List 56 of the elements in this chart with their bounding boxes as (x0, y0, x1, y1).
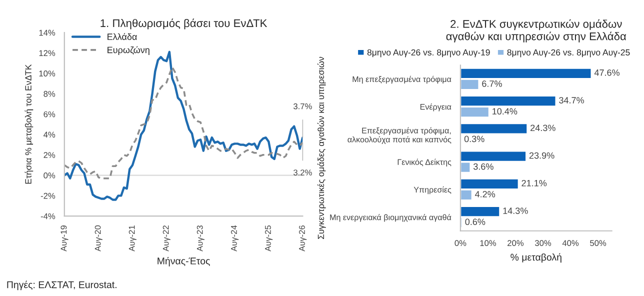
x-tick-label: 0% (454, 240, 466, 246)
data-label: 21.1% (522, 180, 547, 186)
data-label: 10.4% (492, 108, 518, 115)
y-tick-label: Μη επεξεργασμένα τρόφιμα (352, 76, 452, 84)
y-axis-title: Συγκεντρωτικές ομάδες αγαθών και υπηρεσιών (317, 56, 326, 239)
bar (460, 122, 528, 135)
x-tick-label: 30% (534, 240, 552, 246)
y-tick-label: 10% (39, 70, 56, 76)
legend-label: Ελλάδα (108, 33, 137, 40)
y-tick-label: -2% (40, 192, 56, 199)
x-tick-label: 10% (480, 240, 496, 246)
x-tick-label: Αυγ-22 (162, 226, 170, 252)
chart-title: 1. Πληθωρισμός βάσει του ΕνΔΤΚ (100, 18, 268, 30)
y-tick-label: -4% (40, 213, 56, 220)
legend-label: Ευρωζώνη (108, 46, 150, 55)
data-label: 6.7% (482, 80, 502, 87)
y-tick-label: Υπηρεσίες (414, 186, 452, 194)
y-tick-label: 12% (39, 50, 56, 56)
chart-title: 2. ΕνΔΤΚ συγκεντρωτικών ομάδων αγαθών και υπηρεσιών στην Ελλάδα (446, 19, 626, 42)
data-label: 3.6% (473, 163, 494, 170)
x-tick-label: Αυγ-25 (265, 225, 273, 252)
legend-label: 8μηνο Αυγ-26 vs. 8μηνο Αυγ-19 (367, 49, 490, 58)
text: Πηγές: ΕΛΣΤΑΤ, Eurostat. (7, 280, 116, 290)
y-tick-label: Μη ενεργειακά βιομηχανικά αγαθά (330, 214, 452, 222)
annotation: 3.2% (294, 170, 312, 176)
y-tick-label: Ενέργεια (420, 104, 452, 112)
x-tick-label: Αυγ-23 (196, 225, 204, 252)
x-tick-label: Αυγ-24 (230, 225, 239, 252)
x-axis-title: % μεταβολή (510, 253, 562, 263)
x-tick-label: 50% (590, 240, 606, 246)
y-tick-label: 6% (44, 111, 56, 118)
data-label: 14.3% (503, 208, 528, 214)
y-tick-label: Γενικός Δείκτης (398, 158, 452, 167)
x-tick-label: 20% (508, 240, 524, 246)
data-label: 24.3% (530, 124, 556, 132)
y-tick-label: 0% (44, 172, 56, 178)
x-tick-label: Αυγ-21 (128, 226, 136, 252)
y-tick-label: 2% (44, 152, 56, 158)
x-tick-label: 40% (562, 240, 579, 246)
y-tick-label: 4% (44, 132, 56, 138)
y-axis-title: Ετήσια % μεταβολή του ΕνΔΤΚ (24, 64, 34, 184)
legend-label: 8μηνο Αυγ-26 vs. 8μηνο Αυγ-25 (507, 49, 630, 58)
data-label: 47.6% (594, 69, 620, 76)
y-tick-label: Επεξεργασμένα τρόφιμα, αλκοολούχα ποτά και καπνός (348, 127, 452, 144)
x-tick-label: Αυγ-19 (60, 226, 68, 252)
y-tick-label: 14% (39, 30, 56, 36)
data-label: 0.6% (465, 218, 486, 226)
annotation: 3.7% (294, 103, 312, 110)
x-axis-title: Μήνας-Έτος (158, 256, 210, 266)
x-tick-label: Αυγ-26 (299, 225, 307, 252)
data-label: 0.3% (464, 136, 484, 142)
data-label: 34.7% (559, 97, 584, 104)
y-tick-label: 8% (44, 90, 56, 97)
data-label: 4.2% (475, 190, 496, 198)
data-label: 23.9% (529, 152, 554, 159)
x-tick-label: Αυγ-20 (94, 225, 102, 252)
